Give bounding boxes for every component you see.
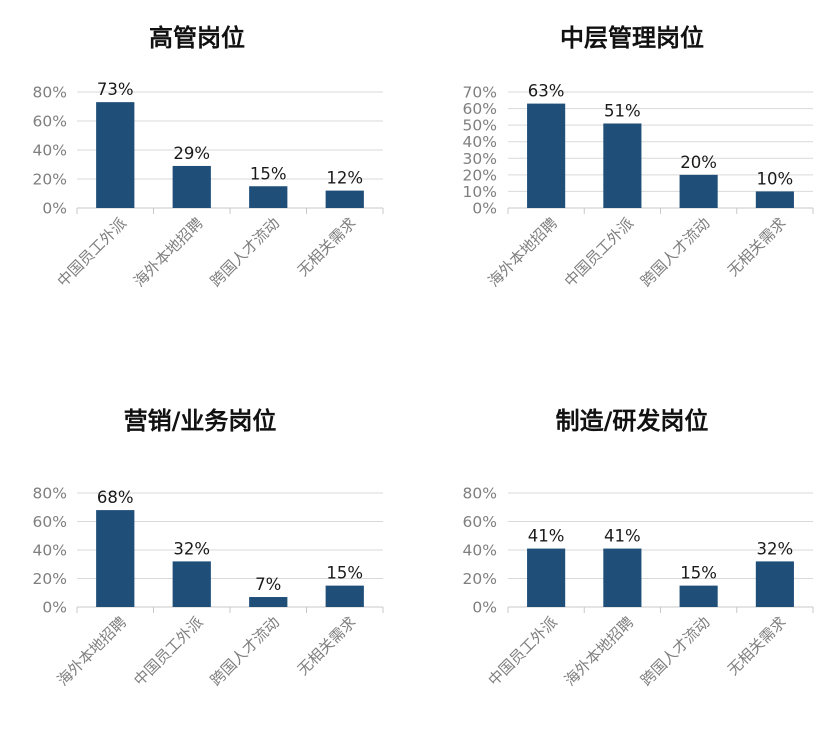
y-tick-label: 60% xyxy=(463,100,497,118)
bar xyxy=(96,510,135,607)
data-label: 63% xyxy=(528,82,565,101)
y-tick-label: 60% xyxy=(33,513,67,531)
data-label: 32% xyxy=(757,539,794,558)
x-category-label: 跨国人才流动 xyxy=(637,613,713,689)
chart-title: 高管岗位 xyxy=(149,24,245,52)
y-tick-label: 50% xyxy=(463,117,497,135)
x-category-label: 无相关需求 xyxy=(724,214,790,280)
data-label: 10% xyxy=(757,169,794,188)
y-tick-label: 20% xyxy=(33,171,67,189)
bar xyxy=(755,561,794,607)
data-label: 73% xyxy=(97,80,134,99)
x-category-label: 跨国人才流动 xyxy=(637,214,713,290)
x-category-label: 海外本地招聘 xyxy=(54,613,130,689)
chart-title: 中层管理岗位 xyxy=(560,24,704,52)
bar xyxy=(679,585,718,607)
data-label: 7% xyxy=(255,575,281,594)
y-tick-label: 40% xyxy=(463,542,497,560)
y-tick-label: 20% xyxy=(463,166,497,184)
data-label: 41% xyxy=(528,527,565,546)
y-tick-label: 20% xyxy=(33,570,67,588)
y-tick-label: 20% xyxy=(463,570,497,588)
x-category-label: 中国员工外派 xyxy=(561,214,637,290)
data-label: 51% xyxy=(604,101,641,120)
y-tick-label: 0% xyxy=(472,200,497,218)
bar xyxy=(249,597,288,607)
bar xyxy=(603,548,642,607)
data-label: 12% xyxy=(326,169,363,188)
x-category-label: 中国员工外派 xyxy=(130,613,206,689)
x-category-label: 海外本地招聘 xyxy=(561,613,637,689)
data-label: 15% xyxy=(680,564,717,583)
bar xyxy=(249,186,288,208)
data-label: 15% xyxy=(326,564,363,583)
x-category-label: 跨国人才流动 xyxy=(207,214,283,290)
y-tick-label: 70% xyxy=(463,84,497,102)
y-tick-label: 0% xyxy=(472,599,497,617)
bar xyxy=(96,102,135,208)
bar xyxy=(527,548,566,607)
x-category-label: 无相关需求 xyxy=(724,613,790,679)
y-tick-label: 60% xyxy=(463,513,497,531)
x-category-label: 中国员工外派 xyxy=(485,613,561,689)
bar xyxy=(172,561,211,607)
bar xyxy=(603,123,642,208)
chart-title: 制造/研发岗位 xyxy=(556,407,709,435)
y-tick-label: 80% xyxy=(33,485,67,503)
y-tick-label: 40% xyxy=(463,133,497,151)
data-label: 32% xyxy=(173,539,210,558)
bar xyxy=(172,165,211,208)
bar xyxy=(325,585,364,607)
x-category-label: 海外本地招聘 xyxy=(130,214,206,290)
y-tick-label: 30% xyxy=(463,150,497,168)
data-label: 41% xyxy=(604,527,641,546)
bar xyxy=(527,103,566,208)
bar xyxy=(679,174,718,208)
data-label: 29% xyxy=(173,144,210,163)
y-tick-label: 80% xyxy=(33,84,67,102)
data-label: 68% xyxy=(97,488,134,507)
data-label: 20% xyxy=(680,153,717,172)
y-tick-label: 80% xyxy=(463,485,497,503)
x-category-label: 海外本地招聘 xyxy=(485,214,561,290)
bar xyxy=(755,191,794,208)
y-tick-label: 40% xyxy=(33,542,67,560)
x-category-label: 跨国人才流动 xyxy=(207,613,283,689)
data-label: 15% xyxy=(250,164,287,183)
y-tick-label: 40% xyxy=(33,142,67,160)
x-category-label: 中国员工外派 xyxy=(54,214,130,290)
bar xyxy=(325,190,364,208)
y-tick-label: 10% xyxy=(463,183,497,201)
chart-title: 营销/业务岗位 xyxy=(124,407,277,435)
x-category-label: 无相关需求 xyxy=(294,214,360,280)
y-tick-label: 60% xyxy=(33,113,67,131)
y-tick-label: 0% xyxy=(42,200,67,218)
x-category-label: 无相关需求 xyxy=(294,613,360,679)
y-tick-label: 0% xyxy=(42,599,67,617)
